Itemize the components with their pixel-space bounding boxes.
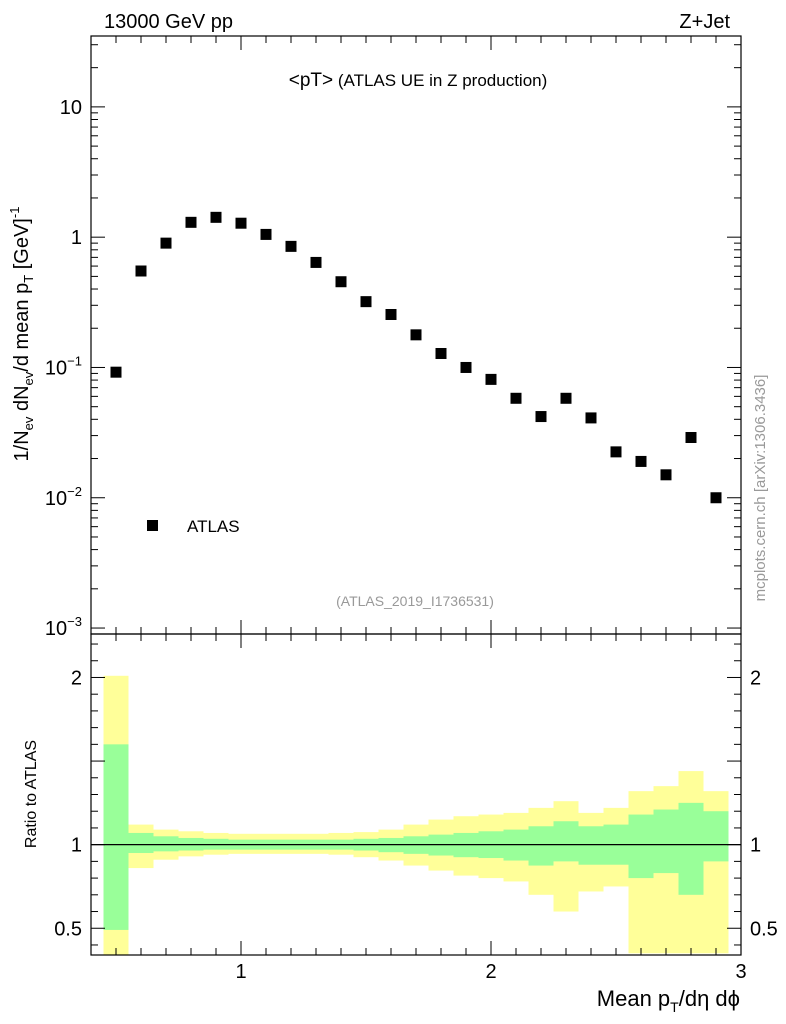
inner-band-bin <box>628 814 654 879</box>
ratio-y-tick-label: 1 <box>71 835 82 857</box>
legend-marker <box>147 520 158 531</box>
data-point <box>260 228 272 240</box>
data-point <box>510 392 522 404</box>
data-point <box>385 308 397 320</box>
data-point <box>435 347 447 359</box>
inner-band-bin <box>678 802 704 895</box>
x-tick-labels: 1 2 3 <box>235 961 746 983</box>
data-points <box>110 211 722 504</box>
data-point <box>135 265 147 277</box>
data-point <box>235 217 247 229</box>
ratio-y-tick-label-right: 2 <box>750 667 761 689</box>
inner-band-bin <box>653 809 679 874</box>
main-y-tick-labels: 10 1 10−1 10−2 10−3 <box>45 97 82 640</box>
inner-band-bin <box>578 826 604 865</box>
main-ticks <box>91 36 742 634</box>
ratio-bands <box>103 675 729 955</box>
header-left-label: 13000 GeV pp <box>104 11 233 33</box>
inner-band-bin <box>103 744 129 930</box>
x-axis-label: Mean pT/dη dϕ <box>597 986 740 1015</box>
header-right-label: Z+Jet <box>679 11 730 33</box>
data-point <box>210 211 222 223</box>
y-tick-label: 1 <box>71 227 82 249</box>
ratio-y-tick-label-right: 0.5 <box>750 918 778 940</box>
ratio-y-tick-label-right: 1 <box>750 835 761 857</box>
main-panel: 10 1 10−1 10−2 10−3 <pT> (ATLAS UE in Z prod… <box>7 35 742 640</box>
data-point <box>460 361 472 373</box>
y-tick-label: 10−2 <box>45 484 82 510</box>
data-point <box>360 296 372 308</box>
data-point <box>535 411 547 423</box>
legend-label: ATLAS <box>187 517 240 536</box>
ratio-panel: 2 2 1 1 0.5 0.5 1 2 3 Ratio to ATLAS Mean pT/dη… <box>23 633 778 1015</box>
data-point <box>635 455 647 467</box>
data-point <box>560 392 572 404</box>
analysis-id-label: (ATLAS_2019_I1736531) <box>336 593 494 609</box>
data-point <box>310 256 322 268</box>
data-point <box>285 240 297 252</box>
x-tick-label: 3 <box>735 961 746 983</box>
data-point <box>110 366 122 378</box>
data-point <box>660 469 672 481</box>
data-point <box>410 329 422 341</box>
inner-band-bin <box>703 811 729 862</box>
ratio-y-tick-label: 2 <box>71 667 82 689</box>
data-point <box>710 492 722 504</box>
inner-band-bin <box>528 826 554 866</box>
ratio-y-tick-labels: 2 2 1 1 0.5 0.5 <box>54 667 778 940</box>
y-tick-label: 10−3 <box>45 614 82 640</box>
inner-band-bin <box>153 836 179 852</box>
x-tick-label: 2 <box>485 961 496 983</box>
inner-band-bin <box>553 821 579 862</box>
data-point <box>485 373 497 385</box>
data-point <box>685 432 697 444</box>
data-point <box>610 446 622 458</box>
plot-title: <pT> (ATLAS UE in Z production) <box>289 70 548 91</box>
data-point <box>335 276 347 288</box>
y-tick-label: 10−1 <box>45 353 82 379</box>
side-source-label: mcplots.cern.ch [arXiv:1306.3436] <box>752 375 769 602</box>
data-point <box>160 237 172 249</box>
data-point <box>585 412 597 424</box>
data-point <box>185 216 197 228</box>
ratio-y-tick-label: 0.5 <box>54 918 82 940</box>
ratio-y-axis-label: Ratio to ATLAS <box>23 740 40 848</box>
x-tick-label: 1 <box>235 961 246 983</box>
inner-band-bin <box>128 832 154 854</box>
ratio-ticks <box>91 634 742 955</box>
main-y-axis-label: 1/Nev dNev/d mean pT [GeV]-1 <box>7 207 36 462</box>
y-tick-label: 10 <box>60 97 82 119</box>
